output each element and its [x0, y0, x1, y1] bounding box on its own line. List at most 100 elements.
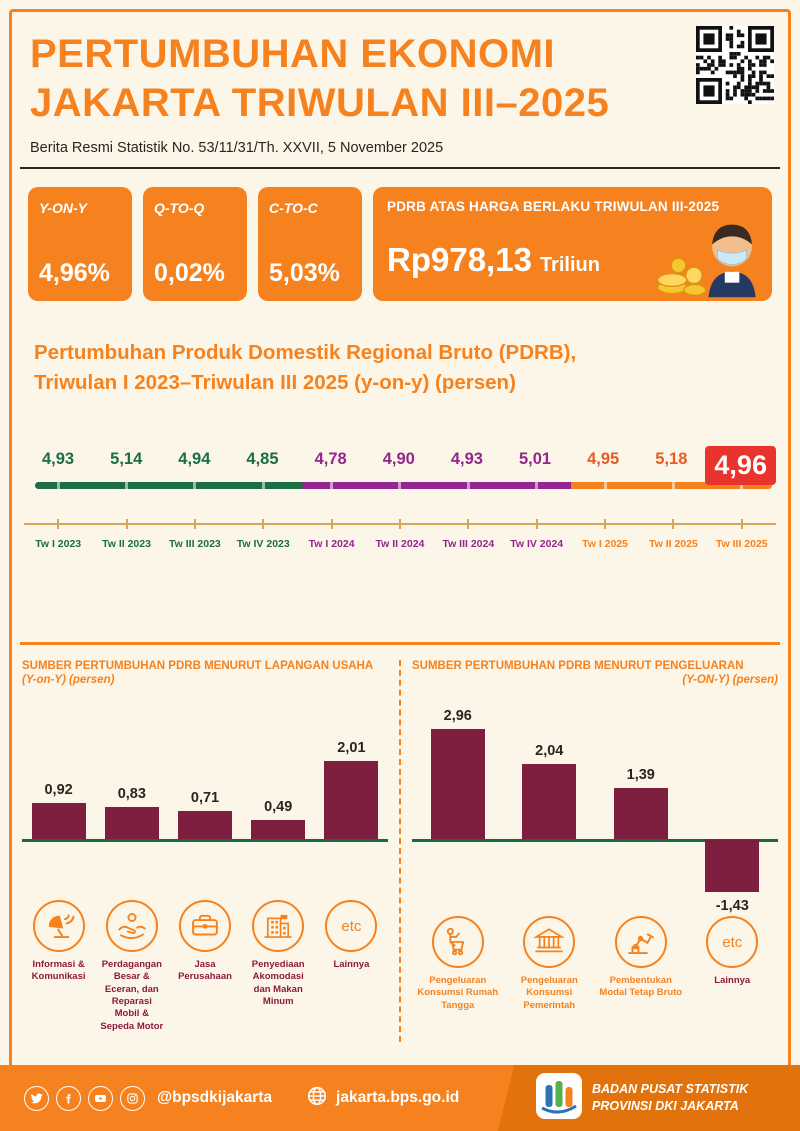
stat-value: 0,02%: [154, 259, 225, 287]
timeline-x-label: Tw III 2025: [715, 538, 768, 550]
category-label: Lainnya: [714, 975, 751, 986]
category: Informasi & Komunikasi: [22, 900, 95, 1033]
bar-column: 2,96: [412, 706, 504, 839]
website: jakarta.bps.go.id: [306, 1085, 459, 1112]
timeline-point: 4,96: [705, 439, 776, 485]
household-cart-icon: [431, 916, 484, 968]
timeline-value: 5,18: [655, 450, 688, 468]
timeline-x-label: Tw IV 2024: [510, 538, 564, 550]
header-divider: [20, 167, 780, 169]
timeline-tick: [503, 482, 571, 489]
org-name: BADAN PUSAT STATISTIK: [592, 1082, 749, 1097]
bar-column: 0,49: [242, 706, 315, 839]
axis-tick: [229, 519, 297, 529]
social-handle: @bpsdkijakarta: [157, 1089, 273, 1106]
pdrb-unit: Triliun: [539, 254, 600, 276]
category: Perdagangan Besar & Eceran, dan Reparasi…: [95, 900, 168, 1033]
bar: [522, 764, 577, 839]
timeline-line-bar: [35, 482, 773, 489]
timeline-values: 4,93 5,14 4,94 4,85 4,78 4,90 4,93 5,01 4,95 5,18…: [24, 430, 776, 485]
stat-value: 4,96%: [39, 259, 110, 287]
timeline-x-label: Tw IV 2023: [236, 538, 290, 550]
stat-label: Y-ON-Y: [39, 200, 87, 216]
lapangan-usaha-bars: 0,92 0,83 0,71 0,49 2,01: [22, 706, 388, 842]
timeline-point: 4,85: [228, 450, 296, 478]
bar-column: 2,01: [315, 706, 388, 839]
timeline-point: 4,93: [433, 450, 501, 478]
timeline-value: 4,93: [450, 450, 483, 468]
satellite-icon: [32, 900, 85, 952]
government-bank-icon: [523, 916, 576, 968]
pdrb-value: Rp978,13: [387, 241, 532, 278]
timeline-point: 4,95: [569, 450, 637, 478]
timeline-value: 4,93: [42, 450, 75, 468]
panel-title: SUMBER PERTUMBUHAN PDRB MENURUT LAPANGAN…: [22, 660, 374, 672]
stat-label: Q-TO-Q: [154, 200, 205, 216]
axis-tick: [92, 519, 160, 529]
category: Pengeluaran Konsumsi Pemerintah: [504, 916, 596, 1012]
pdrb-banner-title: PDRB ATAS HARGA BERLAKU TRIWULAN III-202…: [387, 199, 720, 214]
bar-value: 0,83: [117, 786, 146, 802]
growth-timeline: 4,93 5,14 4,94 4,85 4,78 4,90 4,93 5,01 4,95 5,18…: [24, 430, 776, 550]
stat-yony: Y-ON-Y 4,96%: [28, 187, 132, 301]
bar-column: 2,04: [504, 706, 596, 839]
stats-row: Y-ON-Y 4,96% Q-TO-Q 0,02% C-TO-C 5,03% P…: [28, 187, 772, 301]
timeline-point: 4,93: [24, 450, 92, 478]
timeline-tick: [434, 482, 502, 489]
timeline-tick: [92, 482, 160, 489]
timeline-point: 5,18: [637, 450, 705, 478]
etc-icon: etc: [706, 916, 759, 968]
briefcase-icon: [179, 900, 231, 952]
axis-tick: [708, 519, 776, 529]
category-label: Pembentukan Modal Tetap Bruto: [599, 975, 683, 999]
section-divider: [20, 642, 780, 645]
category: Jasa Perusahaan: [168, 900, 241, 1033]
timeline-tick: [571, 482, 639, 489]
website-url: jakarta.bps.go.id: [336, 1089, 460, 1106]
etc-icon: etc: [325, 900, 378, 952]
timeline-x-label: Tw III 2023: [169, 538, 221, 550]
category-label: Informasi & Komunikasi: [31, 959, 86, 983]
bar-column: -1,43: [687, 706, 779, 914]
category: Penyediaan Akomodasi dan Makan Minum: [242, 900, 315, 1033]
facebook-icon: [56, 1085, 81, 1111]
category-label: Jasa Perusahaan: [178, 959, 232, 983]
page-title: PERTUMBUHAN EKONOMI JAKARTA TRIWULAN III…: [30, 30, 609, 128]
axis-tick: [366, 519, 434, 529]
timeline-x-label: Tw III 2024: [442, 538, 495, 550]
panel-subtitle: (Y-on-Y) (persen): [22, 674, 115, 686]
timeline-value: 4,78: [314, 450, 347, 468]
stat-label: C-TO-C: [269, 200, 318, 216]
timeline-point: 4,78: [297, 450, 365, 478]
instagram-icon: [120, 1085, 145, 1111]
capital-machine-icon: [614, 916, 667, 968]
bar-column: 0,71: [168, 706, 241, 839]
timeline-highlight-value: 4,96: [705, 446, 776, 485]
timeline-tick: [229, 482, 297, 489]
timeline-line: [24, 482, 776, 489]
lapangan-usaha-icons: Informasi & Komunikasi Perdagangan Besar …: [22, 900, 388, 1033]
timeline-point: 4,90: [365, 450, 433, 478]
timeline-x-label: Tw I 2024: [308, 538, 355, 550]
axis-tick: [434, 519, 502, 529]
globe-icon: [306, 1085, 328, 1112]
timeline-x-label: Tw I 2025: [582, 538, 629, 550]
timeline-value: 4,85: [246, 450, 279, 468]
timeline-point: 5,14: [92, 450, 160, 478]
bar: [104, 807, 159, 839]
hotel-icon: [252, 900, 305, 952]
timeline-value: 4,90: [382, 450, 415, 468]
axis-tick: [639, 519, 707, 529]
timeline-x-label: Tw II 2024: [375, 538, 425, 550]
org-region: PROVINSI DKI JAKARTA: [592, 1099, 739, 1113]
axis-tick: [503, 519, 571, 529]
timeline-tick: [24, 482, 92, 489]
timeline-value: 5,14: [110, 450, 143, 468]
timeline-tick: [366, 482, 434, 489]
release-subtitle: Berita Resmi Statistik No. 53/11/31/Th. …: [30, 140, 444, 156]
bar-value: -1,43: [715, 898, 749, 914]
category-label: Pengeluaran Konsumsi Rumah Tangga: [417, 975, 499, 1011]
category: Pengeluaran Konsumsi Rumah Tangga: [412, 916, 504, 1012]
title-line-1: PERTUMBUHAN EKONOMI: [30, 32, 556, 76]
